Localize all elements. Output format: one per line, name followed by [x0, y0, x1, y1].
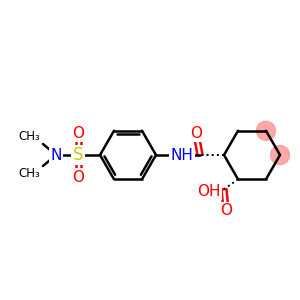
Text: S: S: [73, 146, 83, 164]
Text: O: O: [220, 203, 232, 218]
Text: OH: OH: [197, 184, 221, 199]
Text: O: O: [72, 125, 84, 140]
Text: O: O: [72, 169, 84, 184]
Circle shape: [256, 121, 275, 140]
Text: CH₃: CH₃: [18, 130, 40, 143]
Circle shape: [271, 146, 290, 164]
Text: CH₃: CH₃: [18, 167, 40, 180]
Text: NH: NH: [171, 148, 194, 163]
Text: O: O: [190, 125, 202, 140]
Text: N: N: [50, 148, 62, 163]
